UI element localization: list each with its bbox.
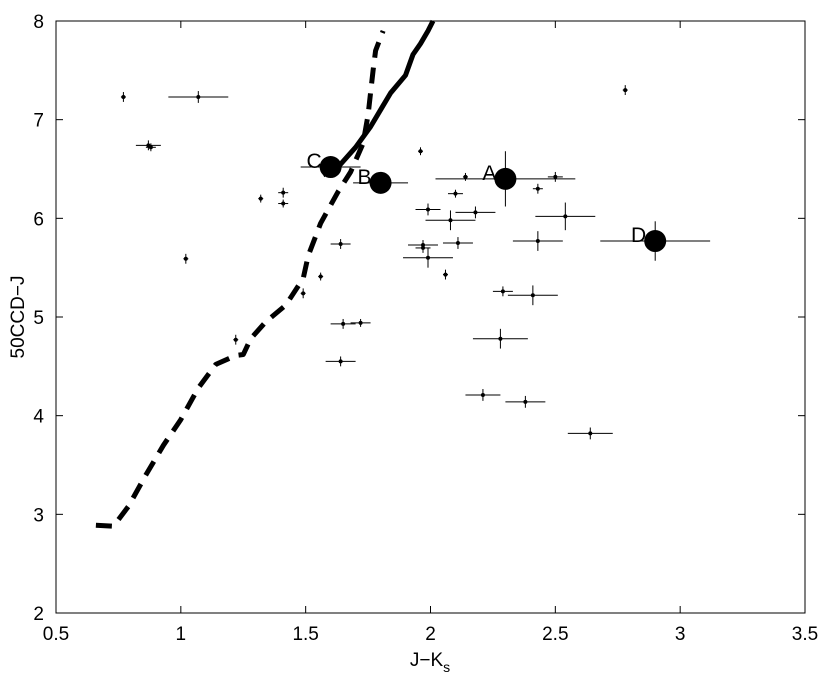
data-point [553, 174, 558, 179]
data-point [623, 88, 628, 93]
data-point [473, 210, 478, 215]
data-point [281, 201, 286, 206]
data-point [421, 245, 426, 250]
y-tick-label: 2 [33, 604, 44, 625]
data-point [418, 149, 423, 154]
data-points [121, 88, 628, 436]
x-tick-label: 3 [675, 624, 686, 645]
y-tick-labels: 2 3 4 5 6 7 8 [33, 12, 44, 625]
data-point [463, 174, 468, 179]
data-point [258, 196, 263, 201]
data-point [121, 94, 126, 99]
model-curves [95, 19, 436, 529]
data-point [341, 321, 346, 326]
ticks-group [55, 20, 806, 614]
data-point [426, 255, 431, 260]
data-point [338, 359, 343, 364]
data-point [480, 392, 485, 397]
point-c-marker [319, 156, 342, 179]
x-tick-label: 1 [176, 624, 187, 645]
data-point [196, 94, 201, 99]
x-axis-label: J−Ks [410, 650, 450, 675]
y-tick-label: 7 [33, 111, 44, 132]
data-point [318, 274, 323, 279]
x-tick-label: 3.5 [792, 624, 818, 645]
data-point [530, 293, 535, 298]
data-point [183, 256, 188, 261]
point-c-label: C [306, 150, 321, 173]
x-tick-labels: 0.5 1 1.5 2 2.5 3 3.5 [43, 624, 818, 645]
plot-frame [55, 20, 806, 614]
solid-model-curve [321, 19, 436, 178]
x-axis-label-main: J−K [410, 650, 444, 671]
data-point [523, 399, 528, 404]
data-point [453, 191, 458, 196]
x-tick-label: 2 [425, 624, 436, 645]
point-d-marker [644, 230, 667, 253]
data-point [148, 145, 153, 150]
x-tick-label: 0.5 [43, 624, 69, 645]
data-point [500, 289, 505, 294]
y-tick-label: 6 [33, 209, 44, 230]
y-tick-label: 3 [33, 505, 44, 526]
point-a-label: A [482, 162, 496, 185]
data-point [233, 337, 238, 342]
data-point [448, 218, 453, 223]
data-point [421, 242, 426, 247]
data-point [426, 207, 431, 212]
data-point [588, 431, 593, 436]
data-point [535, 186, 540, 191]
data-point [498, 336, 503, 341]
data-point [455, 241, 460, 245]
data-point [281, 190, 286, 195]
x-axis-label-subscript: s [443, 659, 450, 675]
y-tick-label: 4 [33, 407, 44, 428]
point-d-label: D [631, 224, 646, 247]
point-b-label: B [358, 166, 372, 189]
point-b-marker [369, 171, 392, 194]
data-point [338, 241, 343, 246]
point-a-marker [494, 167, 517, 190]
y-axis-label: 50CCD−J [8, 276, 29, 359]
data-point [443, 272, 448, 277]
dashed-model-curve [95, 30, 386, 529]
x-tick-label: 1.5 [292, 624, 318, 645]
y-tick-label: 8 [33, 12, 44, 33]
x-tick-label: 2.5 [542, 624, 568, 645]
data-point [301, 291, 306, 296]
y-tick-label: 5 [33, 308, 44, 329]
data-point [358, 320, 363, 325]
data-point [563, 214, 568, 219]
error-bars [120, 85, 711, 440]
labeled-points: A B C D [306, 150, 667, 253]
data-point [535, 239, 540, 244]
